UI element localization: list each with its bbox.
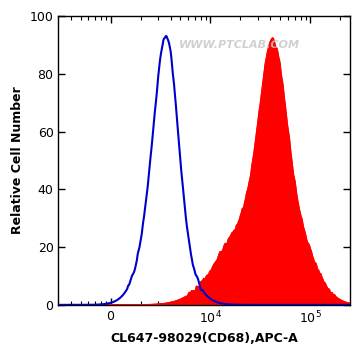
- Y-axis label: Relative Cell Number: Relative Cell Number: [11, 87, 24, 234]
- Text: WWW.PTCLAB.COM: WWW.PTCLAB.COM: [179, 40, 300, 50]
- X-axis label: CL647-98029(CD68),APC-A: CL647-98029(CD68),APC-A: [110, 332, 298, 345]
